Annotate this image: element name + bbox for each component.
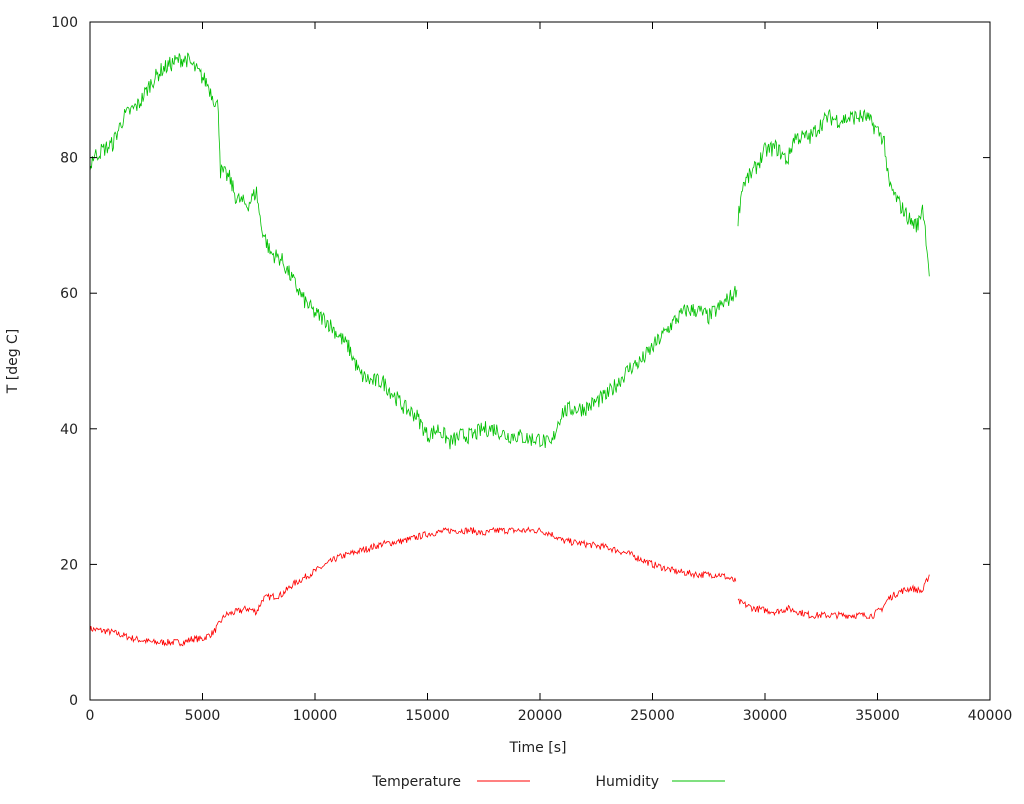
series-line bbox=[89, 526, 737, 647]
x-tick-label: 40000 bbox=[968, 708, 1013, 724]
x-tick-label: 20000 bbox=[518, 708, 563, 724]
y-axis-label: T [deg C] bbox=[5, 329, 21, 395]
y-tick-label: 20 bbox=[60, 557, 78, 573]
series-line bbox=[89, 52, 738, 450]
y-tick-label: 0 bbox=[69, 693, 78, 709]
series-line bbox=[737, 108, 930, 277]
x-tick-label: 35000 bbox=[855, 708, 900, 724]
y-tick-label: 40 bbox=[60, 422, 78, 438]
x-tick-label: 0 bbox=[86, 708, 95, 724]
series-line bbox=[737, 574, 930, 620]
legend: Temperature Humidity bbox=[371, 774, 725, 790]
plot-frame bbox=[89, 21, 991, 701]
ticks-layer: 0 5000 10000 15000 20000 25000 30000 35000 40000… bbox=[51, 15, 1012, 724]
y-tick-label: 80 bbox=[60, 151, 78, 167]
x-tick-label: 5000 bbox=[185, 708, 221, 724]
series-humidity bbox=[89, 52, 930, 450]
x-tick-label: 25000 bbox=[630, 708, 675, 724]
x-axis-label: Time [s] bbox=[509, 740, 567, 756]
legend-label-humidity: Humidity bbox=[596, 774, 659, 790]
series-layer bbox=[89, 52, 930, 647]
x-tick-label: 10000 bbox=[293, 708, 338, 724]
series-temperature bbox=[89, 526, 930, 647]
y-tick-label: 100 bbox=[51, 15, 78, 31]
y-tick-label: 60 bbox=[60, 286, 78, 302]
x-tick-label: 15000 bbox=[405, 708, 450, 724]
x-tick-label: 30000 bbox=[743, 708, 788, 724]
legend-label-temperature: Temperature bbox=[371, 774, 461, 790]
